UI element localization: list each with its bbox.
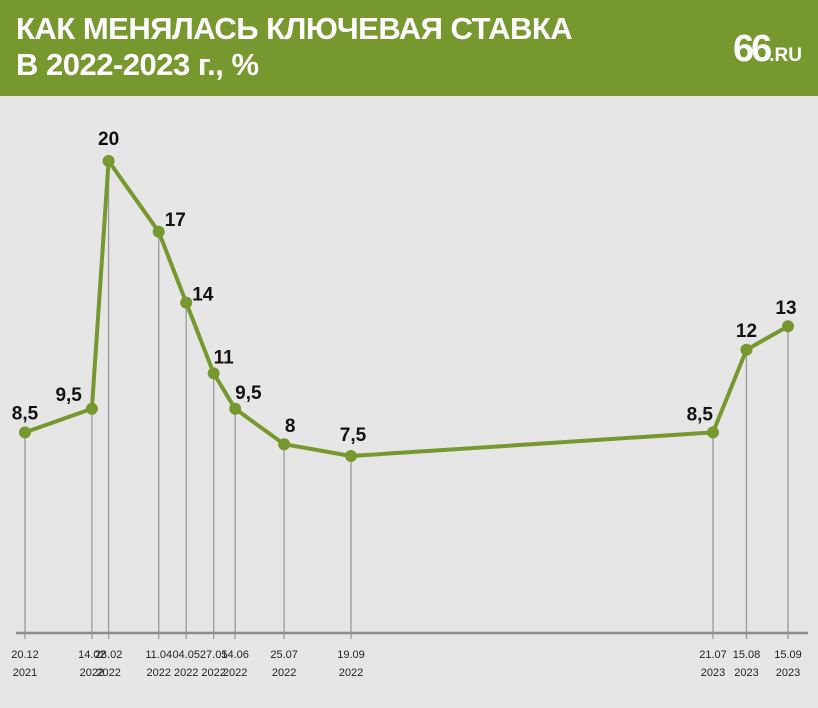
x-tick-year-label: 2023 xyxy=(734,667,758,679)
x-tick-year-label: 2022 xyxy=(339,667,363,679)
value-label: 12 xyxy=(736,321,757,342)
data-point xyxy=(85,402,98,415)
x-tick-date-label: 11.04 xyxy=(145,649,172,661)
data-point xyxy=(278,438,291,451)
x-tick-year-label: 2022 xyxy=(272,667,296,679)
value-label: 14 xyxy=(192,285,214,306)
x-tick-date-label: 14.06 xyxy=(221,649,249,661)
value-label: 8,5 xyxy=(687,404,714,425)
x-tick-date-label: 14.02 xyxy=(78,649,106,661)
value-label: 9,5 xyxy=(55,385,82,406)
value-label: 7,5 xyxy=(340,425,367,446)
data-point xyxy=(207,367,220,380)
x-tick-date-label: 25.07 xyxy=(270,649,298,661)
x-tick-year-label: 2022 xyxy=(174,667,198,679)
data-point xyxy=(707,426,719,439)
x-tick-date-label: 04.05 xyxy=(172,649,200,661)
x-tick-year-label: 2022 xyxy=(223,667,247,679)
chart-title-line-1: КАК МЕНЯЛАСЬ КЛЮЧЕВАЯ СТАВКА xyxy=(16,11,573,46)
x-tick-date-label: 15.08 xyxy=(733,649,761,661)
x-tick-date-label: 21.07 xyxy=(699,649,727,661)
value-label: 9,5 xyxy=(235,383,262,404)
x-tick-year-label: 2023 xyxy=(701,667,725,679)
x-tick-date-label: 27.05 xyxy=(200,649,228,661)
x-tick-year-label: 2022 xyxy=(147,667,171,679)
data-point xyxy=(740,343,753,356)
x-tick-date-label: 28.02 xyxy=(95,649,123,661)
x-tick-year-label: 2021 xyxy=(13,667,37,679)
value-label: 20 xyxy=(98,129,119,150)
x-tick-year-label: 2022 xyxy=(96,667,120,679)
data-point xyxy=(229,402,242,415)
data-point xyxy=(782,320,794,333)
value-label: 8 xyxy=(285,416,296,437)
data-point xyxy=(19,426,31,439)
logo-number: 66 xyxy=(732,28,772,70)
logo-domain: .RU xyxy=(769,45,802,66)
data-point xyxy=(180,296,193,309)
data-point xyxy=(102,155,115,167)
chart-header: КАК МЕНЯЛАСЬ КЛЮЧЕВАЯ СТАВКА В 2022-2023… xyxy=(0,0,818,96)
value-label: 8,5 xyxy=(12,403,39,424)
x-tick-date-label: 19.09 xyxy=(337,649,365,661)
x-tick-year-label: 2022 xyxy=(201,667,225,679)
value-label: 13 xyxy=(775,298,796,319)
x-tick-year-label: 2023 xyxy=(776,667,800,679)
x-tick-date-label: 20.12 xyxy=(11,649,39,661)
x-tick-year-label: 2022 xyxy=(80,667,104,679)
chart-title-line-2: В 2022-2023 г., % xyxy=(16,47,259,82)
rate-series-line xyxy=(23,159,790,458)
site-logo[interactable]: 66.RU xyxy=(733,28,802,71)
x-tick-date-label: 15.09 xyxy=(774,649,802,661)
data-point xyxy=(152,225,165,238)
data-point xyxy=(345,450,357,462)
value-label: 17 xyxy=(165,210,186,231)
value-label: 11 xyxy=(214,347,235,368)
